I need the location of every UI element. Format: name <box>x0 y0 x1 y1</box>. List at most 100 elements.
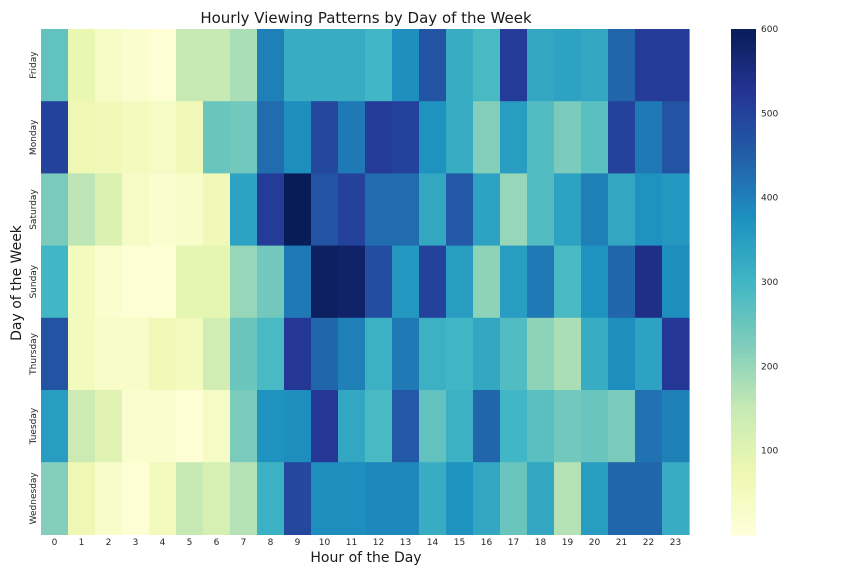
colorbar-segment <box>731 349 756 355</box>
heatmap-cell-sunday-1 <box>68 245 96 319</box>
heatmap-cell-sunday-16 <box>473 245 501 319</box>
y-axis-label: Day of the Week <box>9 224 25 341</box>
heatmap-cell-thursday-4 <box>149 317 177 391</box>
colorbar-segment <box>731 290 756 296</box>
heatmap-cell-wednesday-2 <box>95 462 123 535</box>
heatmap-cell-monday-7 <box>230 101 258 174</box>
colorbar-segment <box>731 303 756 308</box>
colorbar-segment <box>731 58 756 64</box>
heatmap-cell-thursday-13 <box>392 317 420 391</box>
heatmap-cell-saturday-16 <box>473 173 501 247</box>
colorbar-segment <box>731 88 756 93</box>
colorbar-segment <box>731 425 756 431</box>
heatmap-cells <box>41 29 690 535</box>
heatmap-cell-saturday-22 <box>635 173 663 247</box>
heatmap-cell-wednesday-13 <box>392 462 420 535</box>
colorbar-segment <box>731 345 756 350</box>
heatmap-cell-tuesday-19 <box>554 390 582 463</box>
colorbar-segment <box>731 79 756 85</box>
heatmap-cell-monday-20 <box>581 101 609 174</box>
heatmap-cell-saturday-15 <box>446 173 474 247</box>
heatmap-cell-friday-16 <box>473 29 501 102</box>
heatmap-cell-tuesday-7 <box>230 390 258 463</box>
x-axis-label: Hour of the Day <box>310 550 421 566</box>
colorbar-segment <box>731 421 756 426</box>
heatmap-cell-monday-22 <box>635 101 663 174</box>
heatmap-cell-sunday-15 <box>446 245 474 319</box>
colorbar-segment <box>731 395 756 401</box>
heatmap-cell-monday-18 <box>527 101 555 174</box>
x-tick-label: 13 <box>400 538 411 548</box>
x-tick-label: 12 <box>373 538 384 548</box>
heatmap-cell-friday-4 <box>149 29 177 102</box>
y-tick-label: Saturday <box>29 189 39 230</box>
colorbar-segment <box>731 256 756 262</box>
heatmap-cell-friday-14 <box>419 29 447 102</box>
colorbar-segment <box>731 185 756 190</box>
heatmap-cell-sunday-8 <box>257 245 285 319</box>
heatmap-cell-tuesday-13 <box>392 390 420 463</box>
heatmap-cell-monday-23 <box>662 101 690 174</box>
heatmap-cell-monday-13 <box>392 101 420 174</box>
colorbar-tick-label: 300 <box>761 278 778 288</box>
colorbar-segment <box>731 463 756 469</box>
heatmap-cell-friday-20 <box>581 29 609 102</box>
colorbar-segment <box>731 96 756 102</box>
x-tick-label: 19 <box>562 538 574 548</box>
heatmap-cell-thursday-0 <box>41 317 69 391</box>
x-tick-label: 11 <box>346 538 357 548</box>
colorbar-segment <box>731 176 756 182</box>
x-tick-label: 21 <box>616 538 627 548</box>
colorbar-segment <box>731 353 756 359</box>
colorbar-segment <box>731 41 756 47</box>
heatmap-cell-saturday-2 <box>95 173 123 247</box>
heatmap-cell-wednesday-21 <box>608 462 636 535</box>
y-tick-label: Friday <box>29 51 39 79</box>
colorbar-segment <box>731 50 756 55</box>
x-tick-label: 2 <box>106 538 112 548</box>
colorbar-segment <box>731 83 756 89</box>
heatmap-cell-tuesday-16 <box>473 390 501 463</box>
heatmap-cell-monday-10 <box>311 101 339 174</box>
heatmap-cell-wednesday-10 <box>311 462 339 535</box>
heatmap-cell-wednesday-11 <box>338 462 366 535</box>
heatmap-cell-thursday-2 <box>95 317 123 391</box>
heatmap-cell-wednesday-18 <box>527 462 555 535</box>
colorbar-segment <box>731 151 756 156</box>
heatmap-cell-thursday-20 <box>581 317 609 391</box>
heatmap-cell-saturday-20 <box>581 173 609 247</box>
colorbar-segment <box>731 239 756 245</box>
colorbar-segment <box>731 391 756 397</box>
heatmap-cell-monday-8 <box>257 101 285 174</box>
colorbar-segment <box>731 214 756 220</box>
heatmap-cell-thursday-7 <box>230 317 258 391</box>
colorbar-segment <box>731 197 756 203</box>
colorbar-segment <box>731 492 756 498</box>
colorbar-segment <box>731 252 756 258</box>
colorbar-segment <box>731 29 756 34</box>
colorbar-segment <box>731 273 756 279</box>
heatmap-cell-wednesday-19 <box>554 462 582 535</box>
colorbar-segment <box>731 505 756 511</box>
x-tick-label: 14 <box>427 538 439 548</box>
heatmap-cell-monday-6 <box>203 101 231 174</box>
colorbar-segment <box>731 501 756 506</box>
x-tick-labels: 0 1 2 3 4 5 6 7 8 9 10 11 12 13 14 15 16 17 18 19 20 21 22 23 <box>52 538 682 548</box>
heatmap-cell-sunday-11 <box>338 245 366 319</box>
colorbar-segment <box>731 480 756 485</box>
heatmap-cell-wednesday-1 <box>68 462 96 535</box>
colorbar-segment <box>731 265 756 270</box>
heatmap-cell-sunday-2 <box>95 245 123 319</box>
heatmap-cell-monday-2 <box>95 101 123 174</box>
x-tick-label: 22 <box>643 538 654 548</box>
colorbar-segment <box>731 362 756 367</box>
colorbar-segment <box>731 45 756 51</box>
colorbar-segment <box>731 400 756 405</box>
colorbar-segment <box>731 37 756 43</box>
heatmap-cell-sunday-4 <box>149 245 177 319</box>
heatmap-cell-friday-21 <box>608 29 636 102</box>
heatmap-cell-tuesday-15 <box>446 390 474 463</box>
colorbar-segment <box>731 138 756 144</box>
heatmap-cell-sunday-10 <box>311 245 339 319</box>
